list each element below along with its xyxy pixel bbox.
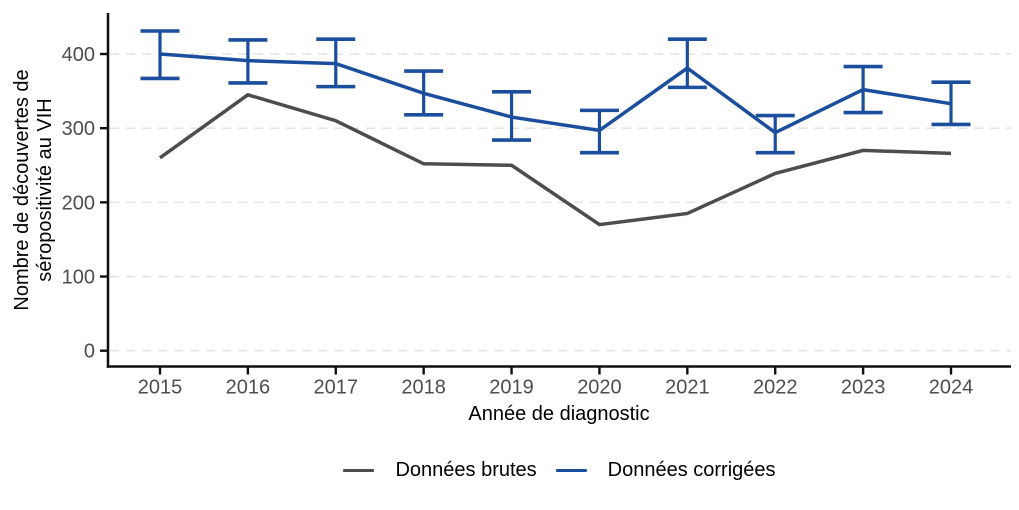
x-tick-label-2019: 2019	[489, 377, 534, 399]
x-tick-label-2016: 2016	[226, 377, 271, 399]
axis-layer: 0 100 200 300 400 2015 2016 2017 2018 2019 2020 202…	[62, 13, 1011, 399]
legend-label-donnees-corrigees: Données corrigées	[607, 459, 776, 481]
y-tick-label-0: 0	[84, 341, 95, 363]
x-tick-label-2017: 2017	[314, 377, 359, 399]
y-tick-label-400: 400	[62, 44, 95, 66]
series-layer	[140, 29, 971, 227]
x-tick-label-2021: 2021	[665, 377, 710, 399]
legend-swatch-donnees-corrigees	[555, 468, 587, 473]
legend-label-donnees-brutes: Données brutes	[395, 459, 537, 481]
x-axis-title: Année de diagnostic	[468, 403, 649, 425]
x-tick-label-2024: 2024	[929, 377, 974, 399]
x-tick-label-2023: 2023	[841, 377, 886, 399]
chart-legend: Données brutes Données corrigées	[108, 459, 1011, 482]
series-line-donnees-brutes	[158, 92, 952, 227]
series-line-donnees-corrigees	[159, 52, 952, 135]
y-axis-title-line-2: séropositivité au VIH	[34, 98, 56, 281]
x-tick-label-2018: 2018	[401, 377, 446, 399]
x-tick-label-2015: 2015	[138, 377, 183, 399]
line-chart-canvas: 0 100 200 300 400 2015 2016 2017 2018 2019 2020 202…	[11, 13, 1011, 425]
y-tick-label-300: 300	[62, 118, 95, 140]
y-tick-label-200: 200	[62, 192, 95, 214]
x-tick-label-2020: 2020	[577, 377, 622, 399]
y-axis-title-line-1: Nombre de découvertes de	[11, 69, 33, 310]
legend-item-donnees-corrigees: Données corrigées	[555, 459, 776, 482]
x-tick-label-2022: 2022	[753, 377, 798, 399]
legend-swatch-donnees-brutes	[343, 468, 375, 473]
y-tick-label-100: 100	[62, 267, 95, 289]
grid-layer	[110, 53, 1011, 352]
legend-item-donnees-brutes: Données brutes	[343, 459, 537, 482]
